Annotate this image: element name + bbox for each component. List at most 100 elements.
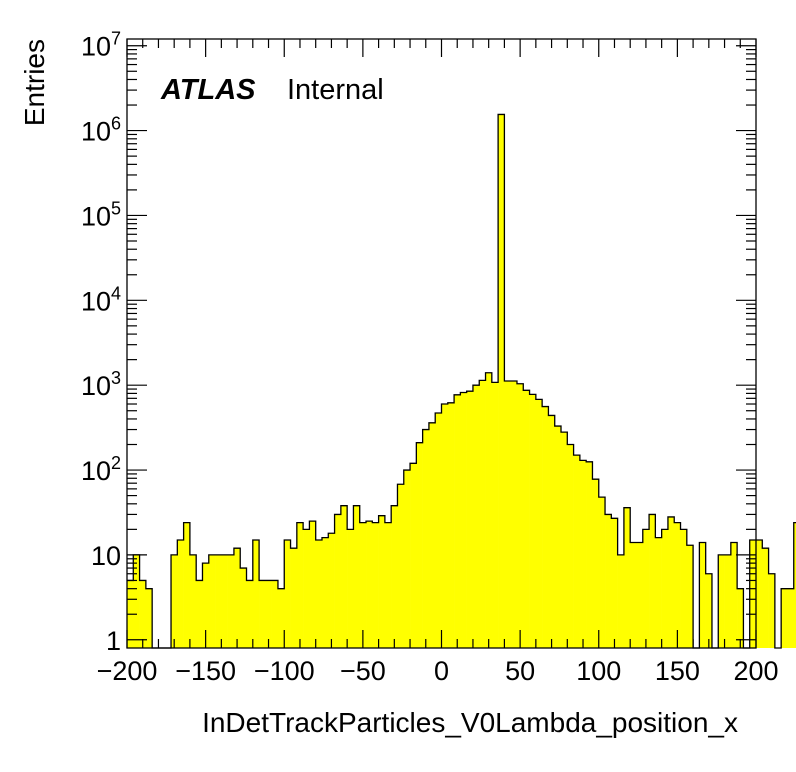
histogram-bin: [145, 588, 153, 648]
histogram-bin: [303, 529, 310, 648]
histogram-bin: [636, 542, 644, 648]
histogram-bin: [284, 539, 291, 648]
histogram-bin: [523, 390, 530, 648]
histogram-bin: [366, 521, 373, 648]
histogram-bin: [579, 460, 587, 648]
histogram-bin: [781, 588, 788, 648]
histogram-bin: [756, 539, 763, 648]
histogram-bin: [177, 539, 184, 648]
x-tick-label: 200: [733, 656, 778, 686]
histogram-bin: [491, 382, 499, 648]
histogram-bin: [233, 548, 241, 648]
histogram-bin: [227, 554, 235, 648]
histogram-bin: [498, 114, 505, 649]
x-tick-label: −150: [175, 656, 236, 686]
histogram-bin: [516, 383, 524, 648]
histogram-bin: [655, 537, 662, 648]
histogram-bin: [466, 391, 474, 648]
histogram-bin: [202, 563, 210, 648]
y-axis-label: Entries: [19, 39, 50, 126]
y-tick-label: 103: [81, 368, 121, 401]
x-tick-label: −100: [254, 656, 315, 686]
x-axis-ticks: [126, 39, 757, 648]
histogram-bin: [642, 529, 650, 648]
histogram-bin: [133, 554, 140, 648]
x-tick-label: −50: [340, 656, 386, 686]
histogram-bin: [347, 529, 354, 648]
histogram-bin: [391, 505, 398, 648]
histogram-bin: [479, 380, 486, 648]
histogram-bin: [410, 463, 417, 648]
histogram-bin: [768, 573, 776, 648]
histogram-bin: [208, 554, 216, 648]
histogram-bin: [334, 514, 342, 648]
histogram-bin: [529, 394, 537, 648]
histogram-bin: [422, 429, 430, 648]
histogram-bin: [567, 444, 574, 648]
histogram-bin: [605, 514, 612, 648]
histogram-bin: [221, 554, 228, 648]
histogram-bin: [598, 497, 606, 648]
histogram-bin: [290, 548, 298, 648]
histogram-bin: [189, 554, 197, 648]
histogram-bin: [762, 548, 769, 648]
histogram-bin: [649, 514, 656, 648]
y-tick-label: 107: [81, 29, 121, 62]
x-tick-label: 0: [434, 656, 449, 686]
histogram-bin: [787, 588, 795, 648]
histogram-outline: [127, 113, 796, 649]
histogram-bin: [309, 521, 316, 648]
histogram-bin: [416, 442, 423, 648]
x-tick-label: 150: [655, 656, 700, 686]
histogram-bin: [171, 554, 178, 648]
histogram-bin: [561, 432, 568, 648]
histogram-bin: [215, 554, 222, 648]
x-tick-labels: −200 −150 −100 −50 0 50 100 150 200: [97, 656, 779, 686]
histogram-bin: [277, 588, 285, 648]
histogram-bin: [586, 461, 593, 648]
histogram-bin: [611, 518, 618, 648]
histogram-bin: [793, 522, 796, 648]
histogram-bin: [730, 542, 738, 648]
histogram-bin: [428, 422, 436, 648]
x-tick-label: 50: [505, 656, 535, 686]
histogram-bin: [686, 545, 694, 648]
histogram-bin: [718, 554, 725, 648]
x-axis-label: InDetTrackParticles_V0Lambda_position_x: [202, 707, 738, 738]
histogram-bin: [183, 522, 191, 648]
histogram-bin: [328, 533, 335, 648]
histogram-bin: [472, 385, 480, 648]
histogram-bin: [485, 372, 493, 648]
histogram-bin: [749, 539, 757, 648]
histogram-bin: [435, 413, 442, 648]
histogram-bin: [384, 522, 392, 648]
histogram-bin: [737, 588, 744, 648]
histogram-bin: [139, 580, 147, 648]
histogram-bin: [680, 529, 688, 648]
histogram-bin: [674, 522, 681, 648]
histogram-bin: [699, 542, 706, 648]
histogram-bin: [271, 580, 279, 648]
histogram-bin: [321, 537, 329, 648]
histogram-bin: [510, 381, 518, 648]
y-tick-label: 102: [81, 453, 121, 486]
histogram-bin: [259, 580, 266, 648]
histogram-bin: [623, 507, 631, 648]
histogram-bin: [592, 479, 600, 648]
histogram-bin: [372, 522, 379, 648]
histogram-bin: [447, 402, 455, 648]
histogram-bin: [397, 484, 405, 648]
histogram-bin: [353, 505, 361, 648]
histogram-bin: [504, 381, 511, 648]
histogram-bin: [535, 399, 543, 648]
histogram-bin: [252, 539, 260, 648]
histogram-bin: [454, 394, 461, 648]
histogram-bin: [359, 522, 367, 648]
histogram-bin: [246, 580, 254, 648]
histogram-bin: [554, 426, 562, 648]
histogram-bin: [196, 580, 203, 648]
histogram-bin: [340, 505, 348, 648]
y-tick-label: 104: [81, 283, 121, 316]
y-tick-labels: 1 10 102 103 104 105 106 107: [81, 29, 121, 656]
